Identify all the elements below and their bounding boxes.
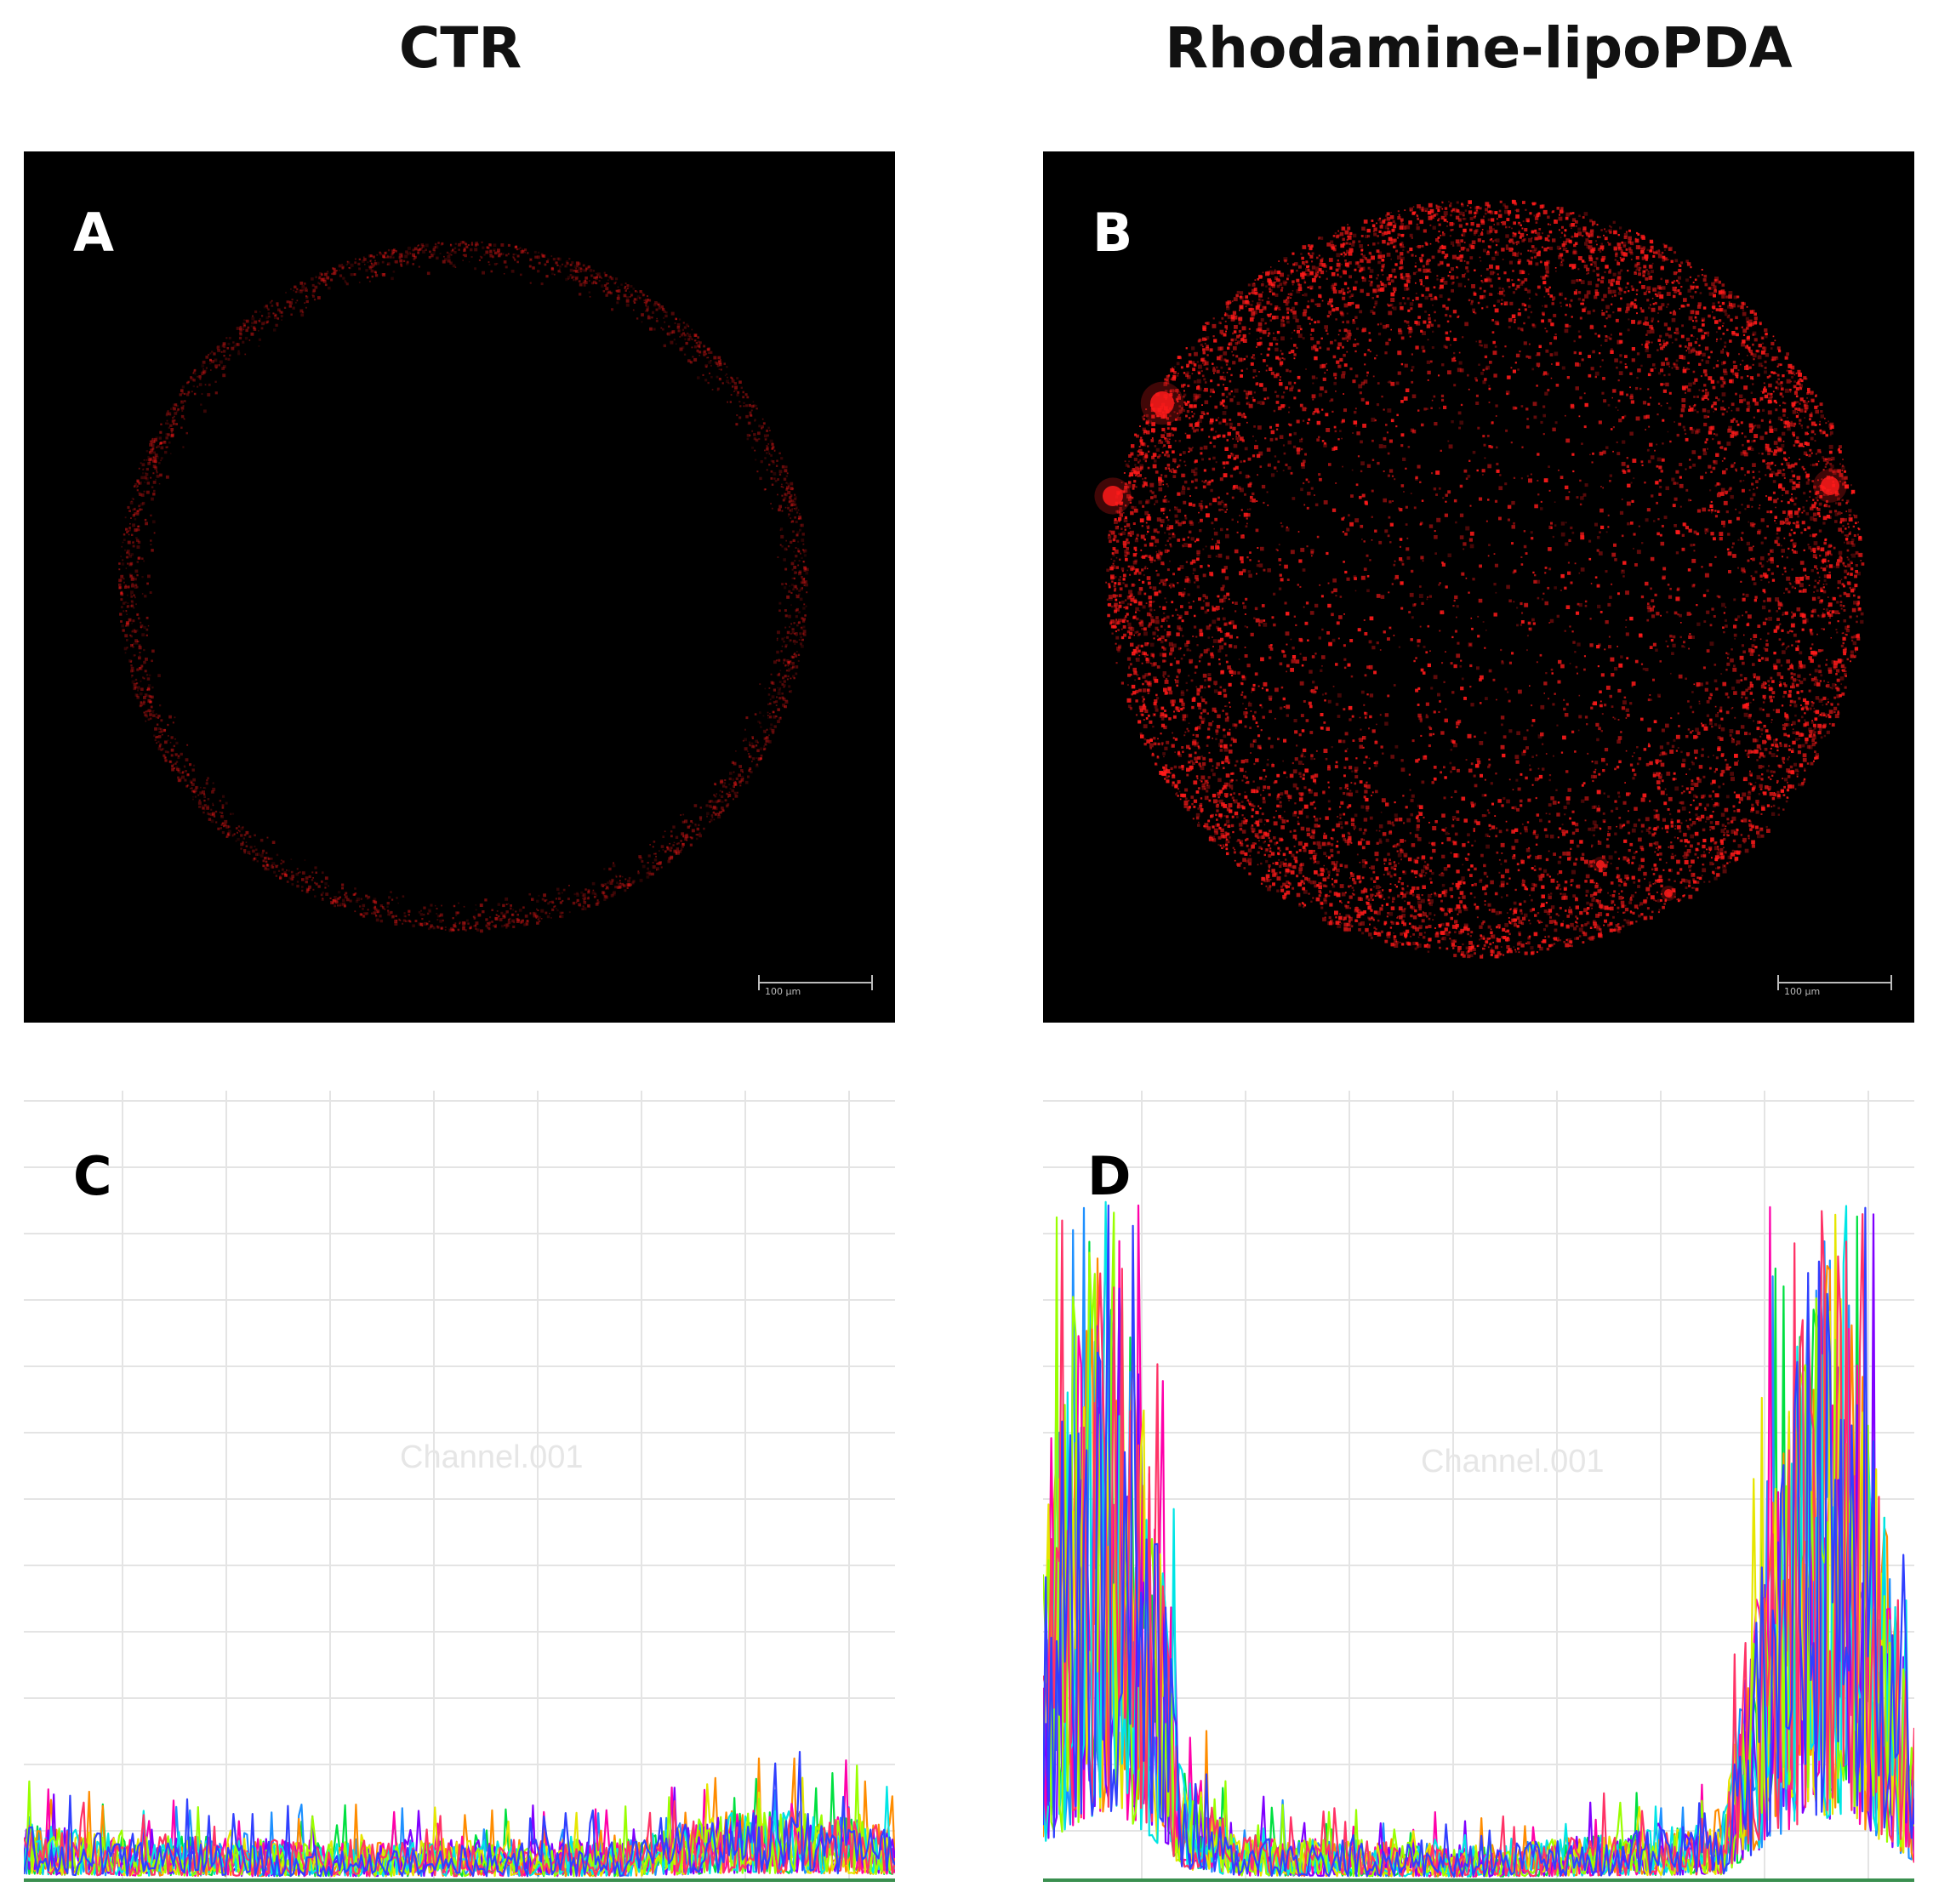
intensity-plot-panel-d: Channel.001 D xyxy=(1043,1091,1914,1890)
scale-bar-label-b: 100 µm xyxy=(1784,986,1821,997)
plot-grid xyxy=(24,1091,895,1880)
intensity-series-line xyxy=(24,1776,895,1878)
column-title-ctr: CTR xyxy=(398,15,522,81)
column-title-rhodamine-lipopda: Rhodamine-lipoPDA xyxy=(1165,15,1793,81)
micrograph-panel-b: B 100 µm xyxy=(1043,151,1914,1023)
intensity-series-line xyxy=(24,1751,895,1878)
intensity-plot-panel-c: Channel.001 C xyxy=(24,1091,895,1890)
panel-letter-d: D xyxy=(1087,1145,1132,1207)
micrograph-a-image xyxy=(118,241,809,933)
intensity-series-group xyxy=(24,1751,895,1878)
panel-letter-b: B xyxy=(1092,202,1133,264)
fluorescence-speckles xyxy=(118,241,809,933)
channel-watermark-c: Channel.001 xyxy=(400,1439,584,1475)
fluorescence-speckles xyxy=(1094,199,1865,959)
scale-bar-b: 100 µm xyxy=(1777,975,1892,1000)
intensity-plot-c xyxy=(24,1091,895,1882)
intensity-series-group xyxy=(1043,1200,1914,1878)
intensity-series-line xyxy=(1043,1204,1914,1878)
scale-bar-label-a: 100 µm xyxy=(765,986,801,997)
micrograph-b-image xyxy=(1094,199,1865,959)
micrograph-panel-a: A 100 µm xyxy=(24,151,895,1023)
intensity-series-line xyxy=(24,1800,895,1878)
panel-letter-c: C xyxy=(73,1145,112,1207)
panel-letter-a: A xyxy=(73,202,114,264)
scale-bar-a: 100 µm xyxy=(758,975,873,1000)
channel-watermark-d: Channel.001 xyxy=(1421,1444,1605,1479)
intensity-plot-d xyxy=(1043,1091,1914,1882)
